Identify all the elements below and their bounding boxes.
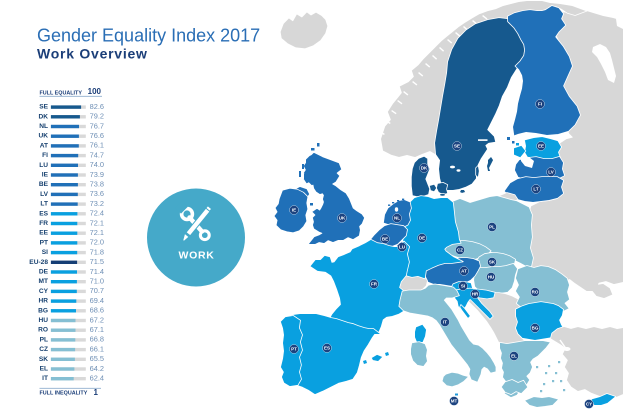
svg-text:68.6: 68.6 xyxy=(90,306,104,315)
svg-text:LV: LV xyxy=(548,170,553,175)
svg-text:SK: SK xyxy=(39,356,48,363)
svg-text:71.8: 71.8 xyxy=(90,247,104,256)
svg-text:AT: AT xyxy=(461,269,467,274)
svg-text:76.6: 76.6 xyxy=(90,131,104,140)
svg-text:NL: NL xyxy=(394,216,400,221)
svg-text:PT: PT xyxy=(40,239,48,246)
svg-text:AT: AT xyxy=(40,142,48,149)
svg-text:HR: HR xyxy=(472,292,479,297)
svg-text:LT: LT xyxy=(533,187,538,192)
svg-text:HU: HU xyxy=(488,275,495,280)
svg-text:ES: ES xyxy=(39,210,48,217)
svg-text:82.6: 82.6 xyxy=(90,102,104,111)
svg-text:CZ: CZ xyxy=(39,346,48,353)
svg-text:IT: IT xyxy=(42,375,48,382)
svg-text:73.2: 73.2 xyxy=(90,199,104,208)
svg-text:EE: EE xyxy=(538,144,544,149)
svg-text:LU: LU xyxy=(39,162,48,169)
svg-text:EL: EL xyxy=(40,366,48,373)
svg-text:IE: IE xyxy=(292,208,296,213)
svg-text:FI: FI xyxy=(42,152,48,159)
svg-text:100: 100 xyxy=(88,87,102,96)
svg-text:1: 1 xyxy=(94,388,99,397)
svg-text:LV: LV xyxy=(40,191,49,198)
svg-text:71.5: 71.5 xyxy=(90,257,104,266)
svg-text:DE: DE xyxy=(39,269,49,276)
svg-text:CZ: CZ xyxy=(457,248,463,253)
svg-text:79.2: 79.2 xyxy=(90,112,104,121)
svg-text:67.2: 67.2 xyxy=(90,315,104,324)
svg-text:73.9: 73.9 xyxy=(90,170,104,179)
svg-text:76.1: 76.1 xyxy=(90,141,104,150)
svg-text:FULL EQUALITY: FULL EQUALITY xyxy=(40,91,83,97)
svg-text:EU-28: EU-28 xyxy=(29,259,48,266)
svg-text:HR: HR xyxy=(38,298,48,305)
svg-text:BG: BG xyxy=(532,326,539,331)
svg-text:FULL INEQUALITY: FULL INEQUALITY xyxy=(40,391,88,397)
svg-text:71.0: 71.0 xyxy=(90,277,104,286)
svg-text:FR: FR xyxy=(371,282,378,287)
svg-text:74.7: 74.7 xyxy=(90,150,104,159)
svg-text:LU: LU xyxy=(399,245,405,250)
svg-text:DK: DK xyxy=(38,113,48,120)
svg-text:DE: DE xyxy=(419,236,425,241)
svg-text:69.4: 69.4 xyxy=(90,296,104,305)
svg-text:72.1: 72.1 xyxy=(90,218,104,227)
svg-text:67.1: 67.1 xyxy=(90,325,104,334)
svg-text:UK: UK xyxy=(38,133,48,140)
svg-text:BG: BG xyxy=(38,307,48,314)
svg-text:72.4: 72.4 xyxy=(90,209,104,218)
svg-text:MT: MT xyxy=(38,278,48,285)
svg-text:SI: SI xyxy=(461,284,465,289)
svg-text:RO: RO xyxy=(532,290,539,295)
svg-text:HU: HU xyxy=(38,317,48,324)
svg-text:CY: CY xyxy=(586,402,592,407)
svg-text:72.1: 72.1 xyxy=(90,228,104,237)
svg-text:RO: RO xyxy=(38,327,48,334)
svg-text:66.8: 66.8 xyxy=(90,335,104,344)
svg-text:SK: SK xyxy=(489,260,496,265)
svg-text:MT: MT xyxy=(451,399,458,404)
svg-text:71.4: 71.4 xyxy=(90,267,104,276)
svg-text:EE: EE xyxy=(39,230,48,237)
svg-text:72.0: 72.0 xyxy=(90,238,104,247)
svg-text:65.5: 65.5 xyxy=(90,354,104,363)
svg-text:66.1: 66.1 xyxy=(90,344,104,353)
svg-text:SE: SE xyxy=(454,144,460,149)
svg-text:SI: SI xyxy=(42,249,48,256)
svg-text:74.0: 74.0 xyxy=(90,160,104,169)
svg-text:PL: PL xyxy=(40,336,48,343)
svg-text:62.4: 62.4 xyxy=(90,374,104,383)
svg-text:Gender Equality Index 2017: Gender Equality Index 2017 xyxy=(37,25,260,45)
svg-text:BE: BE xyxy=(39,181,49,188)
svg-text:CY: CY xyxy=(39,288,49,295)
svg-text:UK: UK xyxy=(339,216,346,221)
svg-text:FI: FI xyxy=(538,102,542,107)
svg-text:FR: FR xyxy=(39,220,48,227)
svg-text:IT: IT xyxy=(443,320,447,325)
svg-text:Work Overview: Work Overview xyxy=(37,45,148,61)
svg-text:LT: LT xyxy=(40,201,48,208)
svg-text:76.7: 76.7 xyxy=(90,121,104,130)
svg-text:WORK: WORK xyxy=(178,250,214,262)
svg-text:ES: ES xyxy=(324,346,330,351)
svg-text:70.7: 70.7 xyxy=(90,286,104,295)
svg-text:SE: SE xyxy=(39,104,48,111)
svg-text:PT: PT xyxy=(291,347,297,352)
svg-text:EL: EL xyxy=(511,354,517,359)
svg-text:BE: BE xyxy=(382,237,388,242)
svg-text:DK: DK xyxy=(421,166,428,171)
svg-text:NL: NL xyxy=(39,123,48,130)
svg-text:73.8: 73.8 xyxy=(90,180,104,189)
svg-text:IE: IE xyxy=(42,172,49,179)
svg-text:PL: PL xyxy=(489,225,495,230)
svg-text:73.6: 73.6 xyxy=(90,189,104,198)
svg-text:64.2: 64.2 xyxy=(90,364,104,373)
